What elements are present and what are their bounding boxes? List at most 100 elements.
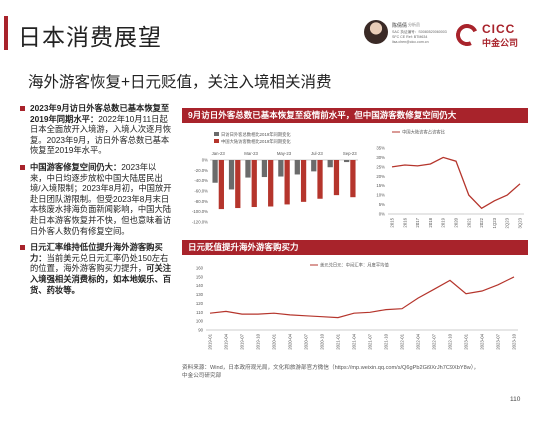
y-tick-label: 35% bbox=[376, 146, 385, 151]
y-tick-label: 30% bbox=[376, 155, 385, 160]
bullet-body: 2022年10月11日起日本全面放开入境游，入境人次逐月恢复。2023年9月，访… bbox=[30, 113, 172, 156]
analyst-name: 陈倩倩 bbox=[392, 23, 408, 29]
y-tick-label: 90 bbox=[198, 328, 203, 333]
analyst-avatar bbox=[364, 20, 388, 44]
legend-label-total: 日访日外客总数相比2019年同期变化 bbox=[221, 131, 291, 138]
bar-total bbox=[245, 160, 251, 178]
x-tick-label: 2021-04 bbox=[352, 333, 357, 349]
x-tick-label: 2019-01 bbox=[208, 333, 213, 349]
y-tick-label: 100 bbox=[196, 319, 204, 324]
x-tick-label: 2023-07 bbox=[496, 333, 501, 349]
bullet-body: 2023年以来，中日均逐步放松中国大陆居民出境/入境限制；2023年8月初，中国… bbox=[30, 161, 172, 236]
legend-label-china: 中国大陆访客数相比2019年同期变化 bbox=[221, 138, 291, 145]
bullet-list: 2023年9月访日外客总数已基本恢复至2019年同期水平：2022年10月11日… bbox=[20, 103, 172, 301]
cicc-logo-cn: 中金公司 bbox=[482, 38, 519, 48]
x-tick-label: 2020-01 bbox=[272, 333, 277, 349]
bar-total bbox=[228, 160, 235, 190]
bar-total bbox=[278, 160, 284, 177]
cicc-logo-mark-icon bbox=[452, 20, 482, 50]
y-tick-label: 5% bbox=[379, 202, 385, 207]
legend-label-share: 中国大陆访客占访客比 bbox=[402, 129, 446, 136]
x-tick-label: 2022-07 bbox=[432, 333, 437, 349]
y-tick-label: 120 bbox=[196, 301, 204, 306]
x-tick-label: 2021 bbox=[466, 217, 471, 227]
x-tick-label: 2019-07 bbox=[240, 333, 245, 349]
x-tick-label: 3Q23 bbox=[518, 217, 523, 228]
x-tick-label: 2020-04 bbox=[288, 333, 293, 349]
y-tick-label: 0% bbox=[379, 212, 385, 217]
page-title: 日本消费展望 bbox=[18, 24, 162, 50]
y-tick-label: 25% bbox=[376, 164, 385, 169]
x-tick-label: Mar-23 bbox=[244, 151, 258, 156]
x-tick-label: 2022-04 bbox=[416, 333, 421, 349]
analyst-sfc: SFC CE Ref: BTM634 bbox=[392, 35, 428, 39]
y-tick-label: 20% bbox=[376, 174, 385, 179]
x-tick-label: 2021-10 bbox=[384, 333, 389, 349]
source-line-2: 中金公司研究部 bbox=[182, 373, 222, 379]
bar-china bbox=[284, 160, 290, 205]
y-tick-label: 150 bbox=[196, 274, 204, 279]
bullet-head: 日元汇率维持低位提升海外游客购买力： bbox=[30, 242, 163, 263]
y-tick-label: 15% bbox=[376, 183, 385, 188]
bullet-item: 中国游客修复空间仍大：2023年以来，中日均逐步放松中国大陆居民出境/入境限制；… bbox=[20, 162, 172, 236]
bar-china bbox=[300, 160, 307, 202]
cicc-logo-en: CICC bbox=[482, 22, 516, 36]
slide-subtitle: 海外游客恢复+日元贬值，关注入境相关消费 bbox=[28, 74, 332, 91]
cicc-logo: CICC 中金公司 bbox=[452, 20, 546, 52]
x-tick-label: 2022-10 bbox=[448, 333, 453, 349]
title-box: 日本消费展望 bbox=[4, 16, 364, 50]
y-tick-label: 0% bbox=[202, 158, 208, 163]
bar-china bbox=[268, 160, 274, 207]
x-tick-label: 2022 bbox=[479, 217, 484, 227]
x-tick-label: 2020-10 bbox=[320, 333, 325, 349]
bar-total bbox=[327, 160, 333, 168]
bullet-head: 中国游客修复空间仍大： bbox=[30, 161, 122, 172]
x-tick-label: 2023-04 bbox=[480, 333, 485, 349]
y-tick-label: -100.0% bbox=[192, 209, 208, 214]
source-note: 资料来源：Wind，日本政府观光局，文化和旅游部官方微信（https://mp.… bbox=[182, 364, 532, 380]
x-tick-label: 2023-10 bbox=[512, 333, 517, 349]
panel-yen-header: 日元贬值提升海外游客购买力 bbox=[182, 240, 528, 255]
bar-total bbox=[294, 160, 300, 175]
bar-china bbox=[350, 160, 356, 198]
x-tick-label: 2Q23 bbox=[505, 217, 510, 228]
x-tick-label: May-23 bbox=[277, 151, 292, 156]
bullet-tail: 可关注入境强相关消费标的，如本地娱乐、百货、药妆等。 bbox=[30, 263, 172, 295]
x-tick-label: 2019-04 bbox=[224, 333, 229, 349]
chart-usdjpy: 美元兑日元：中间汇率：月度平均值 160 150 140 130 120 110 100 90 2… bbox=[196, 262, 518, 350]
x-tick-label: 2018 bbox=[428, 217, 433, 227]
x-tick-label: 2016 bbox=[402, 217, 407, 227]
y-tick-label: 10% bbox=[376, 193, 385, 198]
source-line-1: 资料来源：Wind，日本政府观光局，文化和旅游部官方微信（https://mp.… bbox=[182, 365, 480, 371]
x-tick-label: 2019-10 bbox=[256, 333, 261, 349]
bullet-body: 当前美元兑日元汇率仍处150左右的位置，海外游客购买力提升， bbox=[30, 252, 169, 274]
y-tick-label: 130 bbox=[196, 292, 204, 297]
bar-china bbox=[235, 160, 241, 209]
analyst-role: 分析员 bbox=[408, 22, 420, 27]
bar-total bbox=[261, 160, 268, 178]
bar-china bbox=[218, 160, 224, 210]
y-tick-label: -60.0% bbox=[194, 189, 208, 194]
legend-label-usdjpy: 美元兑日元：中间汇率：月度平均值 bbox=[320, 262, 389, 269]
y-tick-label: -20.0% bbox=[194, 168, 208, 173]
x-tick-label: Jan-23 bbox=[212, 151, 226, 156]
page-number: 110 bbox=[510, 396, 521, 403]
chart-china-share: 中国大陆访客占访客比 35% 30% 25% 20% 15% 10% 5% 0% 2015 2016… bbox=[376, 129, 524, 229]
legend-swatch-total bbox=[214, 132, 219, 136]
x-tick-label: 2021-07 bbox=[368, 333, 373, 349]
x-tick-label: 1Q23 bbox=[492, 217, 497, 228]
y-tick-label: 140 bbox=[196, 283, 204, 288]
series-line-usdjpy bbox=[209, 276, 515, 319]
y-tick-label: 110 bbox=[196, 310, 203, 315]
bar-china bbox=[317, 160, 323, 199]
y-tick-label: 160 bbox=[196, 266, 204, 271]
y-tick-label: -80.0% bbox=[194, 199, 208, 204]
x-tick-label: 2021-01 bbox=[336, 333, 341, 349]
bar-china bbox=[333, 160, 340, 196]
panel-visitor-recovery-header: 9月访日外客总数已基本恢复至疫情前水平，但中国游客数修复空间仍大 bbox=[182, 108, 528, 123]
bullet-item: 日元汇率维持低位提升海外游客购买力：当前美元兑日元汇率仍处150左右的位置，海外… bbox=[20, 242, 172, 295]
bar-total bbox=[212, 160, 218, 183]
y-tick-label: -40.0% bbox=[194, 178, 208, 183]
